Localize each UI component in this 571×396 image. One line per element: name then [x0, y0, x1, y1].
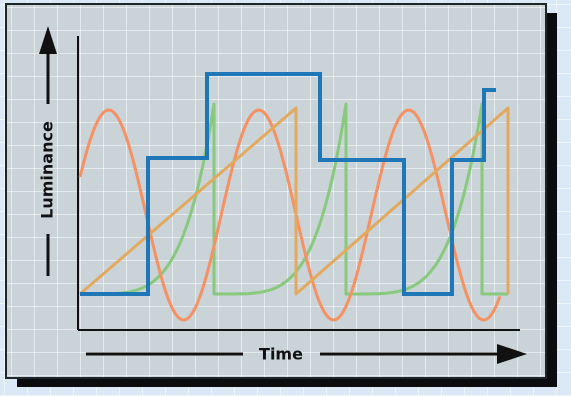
right-arrow-icon	[86, 344, 527, 364]
ramp-curve	[79, 106, 510, 296]
luminance-curves	[78, 72, 510, 322]
y-axis	[77, 36, 520, 331]
x-axis-title: Time	[259, 345, 303, 364]
y-axis-title: Luminance	[38, 121, 57, 219]
step-curve	[80, 72, 496, 296]
up-arrow-icon	[39, 26, 57, 276]
panel-grid	[7, 5, 545, 377]
